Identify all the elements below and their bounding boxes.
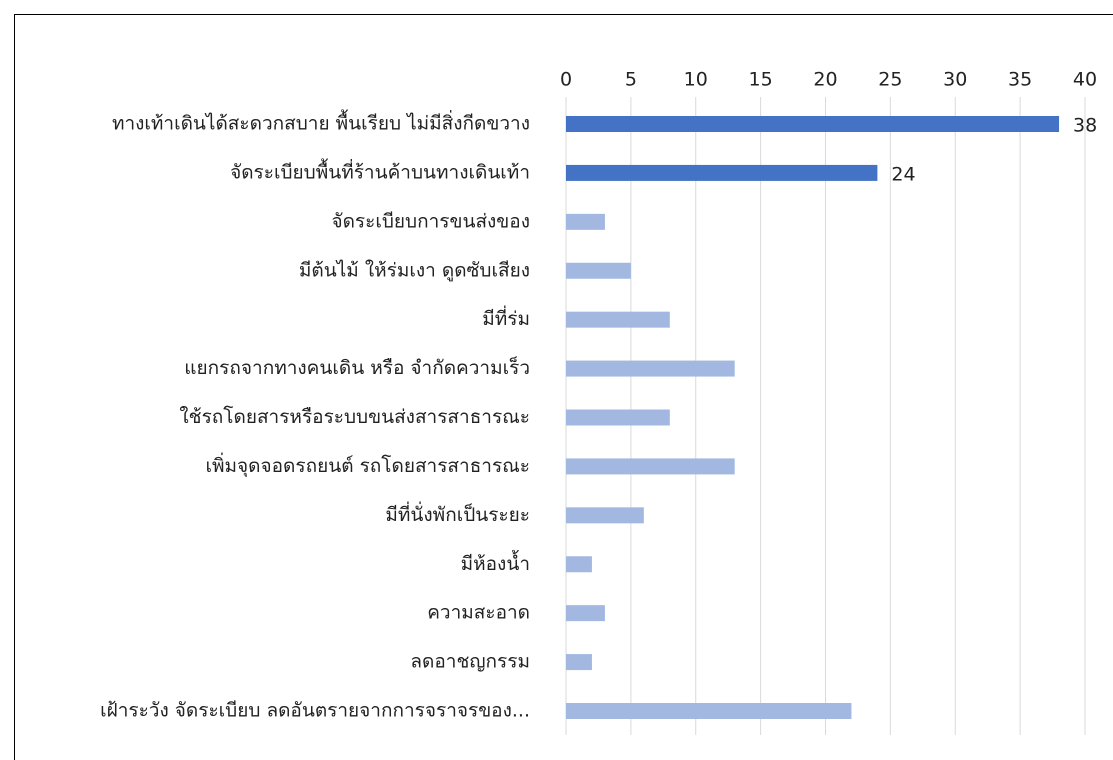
bar <box>566 556 592 573</box>
x-tick-label: 40 <box>1073 69 1097 91</box>
x-tick-label: 30 <box>943 69 967 91</box>
x-tick-label: 0 <box>560 69 572 91</box>
category-label: จัดระเบียบการขนส่งของ <box>331 210 530 232</box>
x-tick-label: 10 <box>684 69 708 91</box>
category-label: จัดระเบียบพื้นที่ร้านค้าบนทางเดินเท้า <box>230 158 530 183</box>
bar <box>566 654 592 671</box>
data-label: 38 <box>1073 115 1097 137</box>
bar <box>566 409 670 426</box>
x-tick-label: 15 <box>749 69 773 91</box>
category-label: ทางเท้าเดินได้สะดวกสบาย พื้นเรียบ ไม่มีส… <box>112 110 530 135</box>
bar <box>566 262 631 279</box>
category-label: ลดอาชญกรรม <box>410 651 530 673</box>
x-tick-label: 35 <box>1008 69 1032 91</box>
category-label: ความสะอาด <box>427 602 530 624</box>
category-label: มีที่นั่งพักเป็นระยะ <box>385 501 530 526</box>
x-tick-label: 25 <box>878 69 902 91</box>
bar <box>566 311 670 328</box>
bar <box>566 164 878 181</box>
bar <box>566 507 644 524</box>
category-label: มีต้นไม้ ให้ร่มเงา ดูดซับเสียง <box>299 259 530 281</box>
category-label: แยกรถจากทางคนเดิน หรือ จำกัดความเร็ว <box>184 355 530 379</box>
data-label: 24 <box>891 163 915 185</box>
bar <box>566 116 1060 132</box>
bar <box>566 605 605 622</box>
category-label: มีห้องน้ำ <box>461 550 530 575</box>
x-tick-label: 5 <box>625 69 637 91</box>
bar <box>566 703 852 719</box>
bar <box>566 213 605 230</box>
bar <box>566 458 735 475</box>
chart-frame <box>14 14 1113 760</box>
category-label: มีที่ร่ม <box>482 305 530 330</box>
x-tick-label: 20 <box>813 69 837 91</box>
category-label: เฝ้าระวัง จัดระเบียบ ลดอันตรายจากการจราจ… <box>100 700 530 722</box>
category-label: ใช้รถโดยสารหรือระบบขนส่งสารสาธารณะ <box>179 405 530 428</box>
category-label: เพิ่มจุดจอดรถยนต์ รถโดยสารสาธารณะ <box>205 452 530 478</box>
bar <box>566 360 735 377</box>
